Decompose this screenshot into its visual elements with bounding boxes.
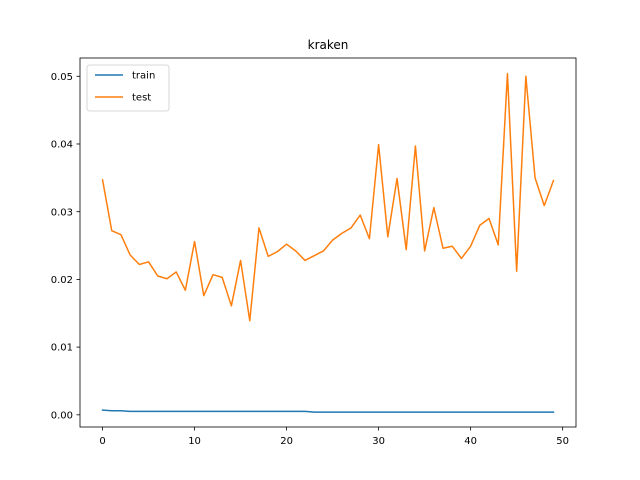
plot-frame xyxy=(79,57,577,428)
legend-box xyxy=(86,64,170,112)
x-tick-label: 50 xyxy=(556,436,569,447)
x-tick-label: 20 xyxy=(280,436,293,447)
y-tick-label: 0.01 xyxy=(51,343,73,354)
x-tick-label: 30 xyxy=(372,436,385,447)
legend: train test xyxy=(86,64,170,112)
x-tick-label: 10 xyxy=(188,436,201,447)
x-tick-label: 40 xyxy=(464,436,477,447)
legend-label-train: train xyxy=(132,71,155,82)
series-layer xyxy=(101,72,555,413)
y-tick-label: 0.00 xyxy=(51,410,73,421)
y-tick-label: 0.04 xyxy=(51,140,73,151)
axes: 0 10 20 30 40 50 0.00 0.01 0.02 0.03 0.04 0.05 xyxy=(51,72,569,447)
x-tick-label: 0 xyxy=(99,436,105,447)
y-tick-label: 0.05 xyxy=(51,72,73,83)
chart-title: kraken xyxy=(308,38,349,52)
legend-label-test: test xyxy=(132,93,151,104)
plot-area xyxy=(80,58,576,427)
series-line-test xyxy=(101,72,555,322)
y-tick-label: 0.02 xyxy=(51,275,73,286)
series-line-train xyxy=(101,409,555,413)
y-tick-label: 0.03 xyxy=(51,207,73,218)
